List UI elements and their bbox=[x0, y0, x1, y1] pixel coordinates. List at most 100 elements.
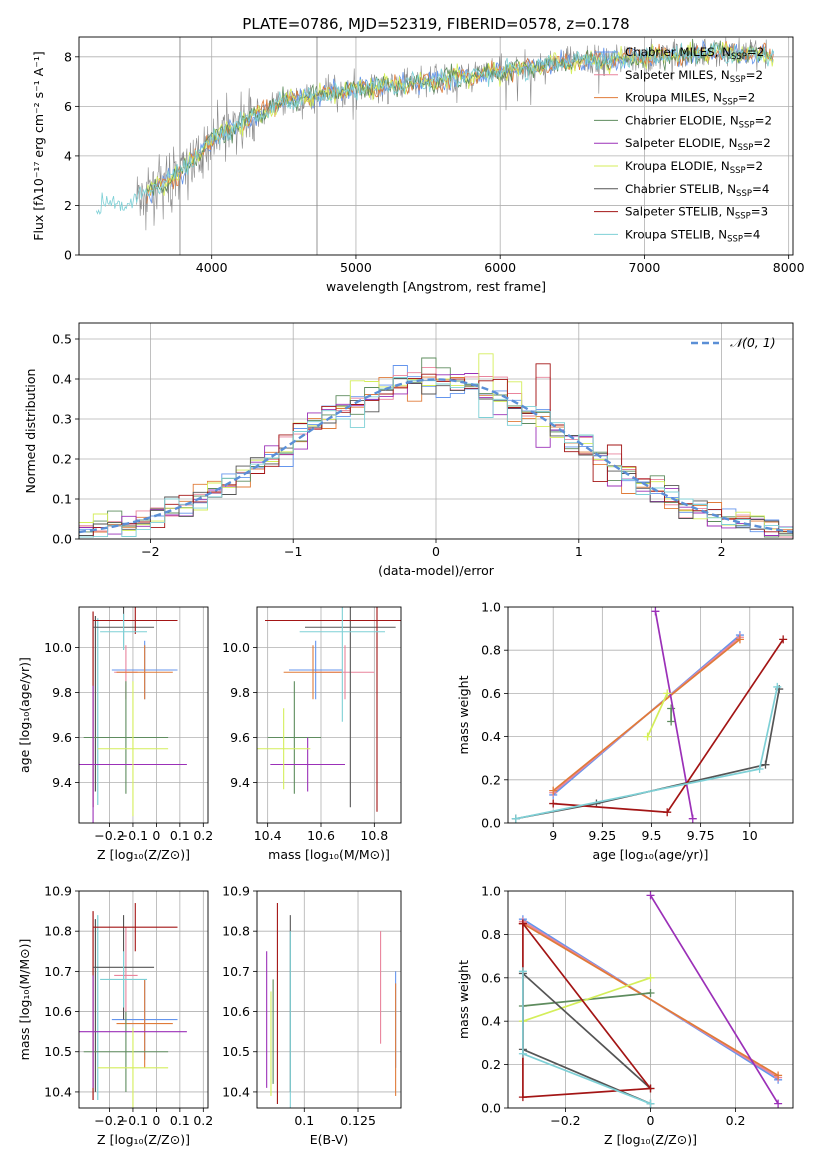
x-tick-label: 0.1 bbox=[294, 1113, 314, 1128]
weight-marker-salpeter_stelib bbox=[646, 1084, 655, 1093]
axes-frame bbox=[78, 890, 209, 1109]
x-tick-label: −0.1 bbox=[118, 1113, 148, 1128]
y-tick-label: 10.6 bbox=[222, 1004, 250, 1019]
model-spectrum-chabrier_elodie bbox=[146, 38, 774, 196]
y-tick-label: 0.2 bbox=[481, 1057, 501, 1072]
weight-marker-chabrier_stelib bbox=[761, 760, 770, 769]
y-tick-label: 10.7 bbox=[44, 964, 72, 979]
y-tick-label: 9.4 bbox=[230, 775, 250, 790]
axes-frame bbox=[78, 322, 794, 540]
y-tick-label: 10.5 bbox=[44, 1044, 72, 1059]
y-tick-label: 0.5 bbox=[52, 332, 72, 347]
x-tick-label: −0.2 bbox=[94, 828, 124, 843]
y-tick-label: 10.5 bbox=[222, 1044, 250, 1059]
y-tick-label: 0.4 bbox=[52, 372, 72, 387]
y-tick-label: 4 bbox=[64, 148, 72, 163]
y-tick-label: 10.9 bbox=[222, 884, 250, 899]
x-tick-label: −0.2 bbox=[550, 1113, 580, 1128]
observed-spectrum bbox=[136, 37, 769, 231]
model-spectrum-chabrier_miles bbox=[146, 39, 774, 204]
x-tick-label: 0.2 bbox=[726, 1113, 746, 1128]
y-tick-label: 10.8 bbox=[44, 924, 72, 939]
x-tick-label: 10 bbox=[742, 828, 758, 843]
y-tick-label: 1.0 bbox=[481, 600, 501, 615]
weight-marker-salpeter_stelib bbox=[549, 799, 558, 808]
x-tick-label: 5000 bbox=[340, 260, 372, 275]
x-tick-label: 2 bbox=[718, 544, 726, 559]
plot-area-5 bbox=[79, 891, 208, 1108]
x-tick-label: 0.1 bbox=[170, 1113, 190, 1128]
y-tick-label: 0.6 bbox=[481, 686, 501, 701]
x-tick-label: 0.1 bbox=[170, 828, 190, 843]
x-axis-label: wavelength [Angstrom, rest frame] bbox=[326, 279, 546, 294]
y-tick-label: 0.3 bbox=[52, 412, 72, 427]
plot-area-6 bbox=[257, 891, 401, 1108]
legend-label: Kroupa STELIB, NSSP=4 bbox=[625, 227, 760, 244]
y-tick-label: 0.4 bbox=[481, 1014, 501, 1029]
x-tick-label: 7000 bbox=[629, 260, 661, 275]
plot-area-4 bbox=[508, 607, 793, 823]
y-tick-label: 0.8 bbox=[481, 927, 501, 942]
weight-line-salpeter_elodie bbox=[649, 894, 779, 1105]
x-tick-label: 9.75 bbox=[687, 828, 715, 843]
weight-marker-kroupa_elodie bbox=[643, 732, 652, 741]
x-axis-label: Z [log₁₀(Z/Z⊙)] bbox=[97, 1132, 190, 1147]
weight-marker-kroupa_elodie bbox=[646, 973, 655, 982]
legend-label: Kroupa ELODIE, NSSP=2 bbox=[625, 159, 763, 176]
weight-marker-salpeter_elodie bbox=[646, 891, 655, 900]
model-spectrum-kroupa_stelib bbox=[95, 42, 775, 215]
panel-3: 10.4 10.6 10.8 9.4 9.6 9.8 10.0 mass [log₁₀(M/M… bbox=[222, 606, 402, 862]
y-tick-label: 10.6 bbox=[44, 1004, 72, 1019]
y-tick-label: 0.8 bbox=[481, 643, 501, 658]
weight-marker-kroupa_elodie bbox=[663, 689, 672, 698]
x-tick-label: −2 bbox=[141, 544, 159, 559]
y-tick-label: 10.8 bbox=[222, 924, 250, 939]
y-tick-label: 10.7 bbox=[222, 964, 250, 979]
y-tick-label: 0.4 bbox=[481, 729, 501, 744]
y-tick-label: 10.0 bbox=[44, 640, 72, 655]
y-tick-label: 9.6 bbox=[52, 730, 72, 745]
panel-4: 9 9.25 9.5 9.75 10 0.0 0.2 0.4 0.6 0.8 1.0 age [log… bbox=[456, 600, 794, 862]
weight-marker-kroupa_stelib bbox=[755, 765, 764, 773]
weight-marker-kroupa_miles bbox=[549, 786, 558, 795]
plot-area-3 bbox=[257, 607, 401, 823]
axes-frame bbox=[78, 606, 209, 824]
weight-marker-salpeter_elodie bbox=[651, 607, 660, 616]
panel-6: 0.1 0.125 10.4 10.5 10.6 10.7 10.8 10.9 E(B-V) bbox=[222, 884, 402, 1147]
weight-marker-salpeter_elodie bbox=[774, 1099, 783, 1108]
x-tick-label: −1 bbox=[284, 544, 302, 559]
legend-label: Salpeter ELODIE, NSSP=2 bbox=[625, 136, 771, 153]
y-axis-label: mass [log₁₀(M/M⊙)] bbox=[17, 939, 32, 1061]
weight-line-kroupa_elodie bbox=[646, 693, 668, 737]
x-tick-label: 0 bbox=[432, 544, 440, 559]
legend-label: Salpeter MILES, NSSP=2 bbox=[625, 68, 763, 85]
y-axis-label: age [log₁₀(age/yr)] bbox=[17, 657, 32, 773]
legend-label: Salpeter STELIB, NSSP=3 bbox=[625, 205, 768, 222]
plot-area-7 bbox=[508, 891, 793, 1108]
panel-5: −0.2−0.1 0 0.1 0.2 10.4 10.5 10.6 10.7 10.8 10.9 Z… bbox=[17, 884, 213, 1148]
histogram-salpeter_stelib bbox=[79, 363, 793, 538]
x-axis-label: Z [log₁₀(Z/Z⊙)] bbox=[604, 1132, 697, 1147]
weight-marker-salpeter_stelib bbox=[779, 635, 788, 644]
weight-marker-salpeter_elodie bbox=[688, 814, 697, 823]
weight-marker-salpeter_stelib bbox=[518, 919, 527, 928]
x-tick-label: 0.125 bbox=[340, 1113, 376, 1128]
x-axis-label: E(B-V) bbox=[310, 1132, 349, 1147]
y-tick-label: 9.8 bbox=[52, 685, 72, 700]
y-tick-label: 10.0 bbox=[222, 640, 250, 655]
y-tick-label: 0.2 bbox=[481, 772, 501, 787]
y-tick-label: 9.8 bbox=[230, 685, 250, 700]
x-tick-label: 1 bbox=[575, 544, 583, 559]
y-tick-label: 0.0 bbox=[481, 816, 501, 831]
plot-area-2 bbox=[79, 607, 208, 823]
y-tick-label: 10.4 bbox=[44, 1084, 72, 1099]
weight-marker-salpeter_stelib bbox=[663, 808, 672, 817]
y-tick-label: 0.2 bbox=[52, 452, 72, 467]
plot-area-1 bbox=[79, 323, 793, 539]
x-axis-label: Z [log₁₀(Z/Z⊙)] bbox=[97, 847, 190, 862]
y-axis-label: mass weight bbox=[456, 960, 471, 1039]
weight-line-kroupa_elodie bbox=[522, 976, 651, 1023]
x-tick-label: −0.2 bbox=[94, 1113, 124, 1128]
figure-title: PLATE=0786, MJD=52319, FIBERID=0578, z=0… bbox=[242, 15, 629, 33]
